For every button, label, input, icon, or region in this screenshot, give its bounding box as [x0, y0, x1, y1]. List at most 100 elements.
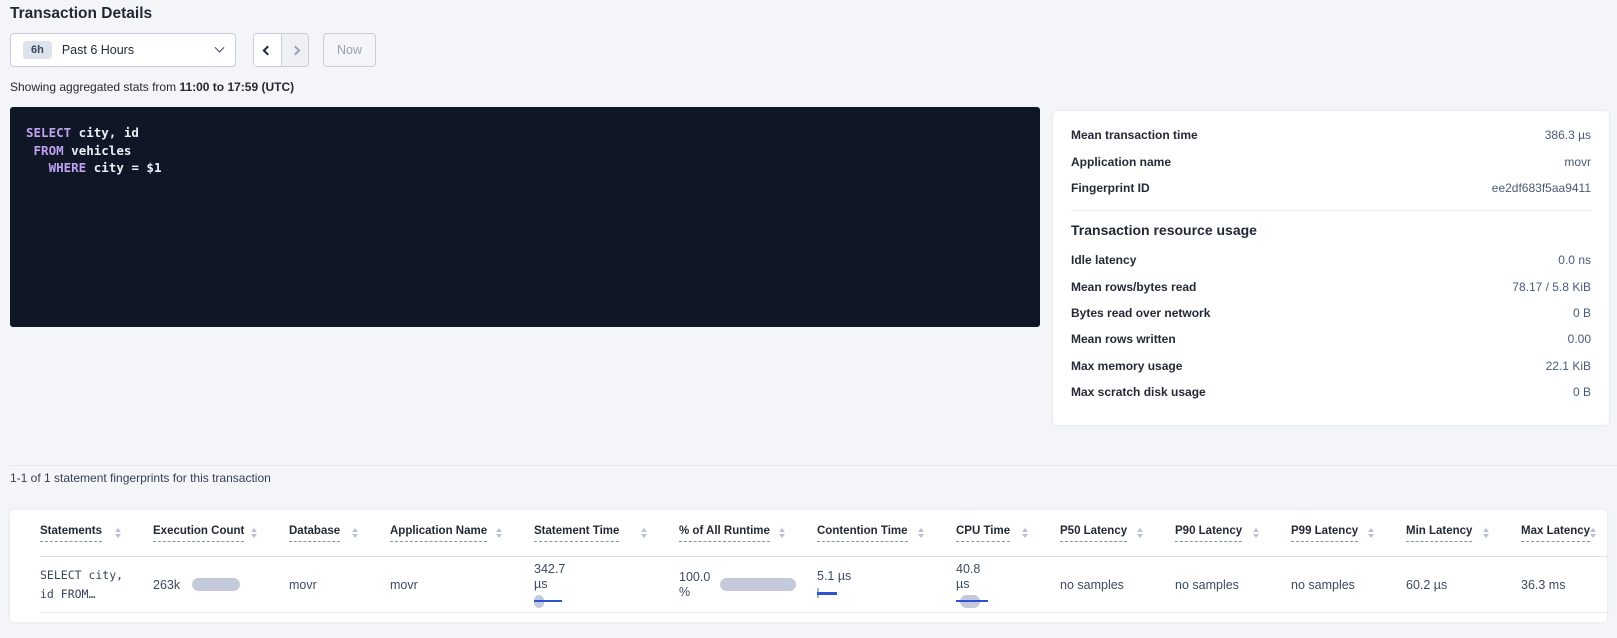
table-row: SELECT city, id FROM… 263k movr movr 342…	[40, 557, 1607, 613]
column-header-max-latency[interactable]: Max Latency	[1521, 525, 1617, 542]
column-header-pct-runtime[interactable]: % of All Runtime	[679, 525, 817, 542]
column-header-statement-time[interactable]: Statement Time	[534, 525, 679, 542]
sql-indent	[26, 160, 49, 175]
page-title: Transaction Details	[10, 5, 153, 22]
sql-text: city, id	[71, 125, 139, 140]
cell-pct-runtime: 100.0 %	[679, 570, 817, 600]
sort-icon[interactable]	[496, 527, 502, 539]
sort-icon[interactable]	[1253, 527, 1259, 539]
resource-value: 0.00	[1567, 332, 1591, 347]
chevron-left-icon	[262, 45, 273, 55]
resource-value: 0 B	[1572, 305, 1591, 320]
resource-label: Bytes read over network	[1071, 305, 1211, 320]
resource-label: Max memory usage	[1071, 358, 1183, 373]
resource-value: 78.17 / 5.8 KiB	[1512, 279, 1591, 294]
transaction-summary-card: Mean transaction time 386.3 µs Applicati…	[1053, 111, 1609, 425]
now-button[interactable]: Now	[323, 33, 377, 67]
sort-icon[interactable]	[1368, 527, 1374, 539]
resource-value: 0 B	[1572, 384, 1591, 399]
time-controls: 6h Past 6 Hours Now	[10, 33, 377, 67]
cell-cpu-time: 40.8 µs	[956, 562, 1060, 608]
cell-database: movr	[289, 577, 317, 592]
cell-application-name: movr	[390, 577, 418, 592]
summary-value: 386.3 µs	[1544, 128, 1591, 143]
resource-row: Bytes read over network 0 B	[1071, 300, 1591, 326]
sql-line: SELECT city, id	[26, 124, 1024, 142]
sql-keyword: WHERE	[48, 160, 87, 175]
resource-label: Mean rows written	[1071, 332, 1176, 347]
column-header-contention-time[interactable]: Contention Time	[817, 525, 956, 542]
previous-interval-button[interactable]	[254, 34, 281, 66]
time-step-buttons	[253, 33, 309, 67]
sort-icon[interactable]	[1022, 527, 1028, 539]
card-divider	[1071, 210, 1591, 212]
cell-p90-latency: no samples	[1175, 577, 1239, 592]
resource-label: Mean rows/bytes read	[1071, 279, 1197, 294]
aggregated-stats-caption: Showing aggregated stats from 11:00 to 1…	[10, 80, 294, 94]
time-range-badge: 6h	[23, 41, 52, 59]
next-interval-button[interactable]	[281, 34, 308, 66]
cell-contention-time: 5.1 µs	[817, 569, 956, 600]
cell-max-latency: 36.3 ms	[1521, 577, 1566, 592]
resource-label: Idle latency	[1071, 253, 1137, 268]
sort-icon[interactable]	[779, 527, 785, 539]
summary-label: Fingerprint ID	[1071, 180, 1150, 195]
column-header-application-name[interactable]: Application Name	[390, 525, 534, 542]
sql-line: FROM vehicles	[26, 142, 1024, 160]
contention-time-bar	[817, 587, 861, 600]
sort-icon[interactable]	[352, 527, 358, 539]
sort-icon[interactable]	[918, 527, 924, 539]
summary-row: Fingerprint ID ee2df683f5aa9411	[1071, 175, 1591, 201]
sort-icon[interactable]	[1590, 527, 1597, 539]
resource-row: Max scratch disk usage 0 B	[1071, 379, 1591, 405]
cell-min-latency: 60.2 µs	[1406, 577, 1448, 592]
sort-icon[interactable]	[1137, 527, 1143, 539]
resource-row: Mean rows/bytes read 78.17 / 5.8 KiB	[1071, 273, 1591, 299]
column-header-database[interactable]: Database	[289, 525, 390, 542]
summary-label: Application name	[1071, 154, 1172, 169]
column-header-p99-latency[interactable]: P99 Latency	[1291, 525, 1406, 542]
chevron-right-icon	[290, 45, 300, 55]
sql-statement-box: SELECT city, id FROM vehicles WHERE city…	[10, 107, 1040, 327]
summary-value: movr	[1564, 154, 1591, 169]
sql-keyword: SELECT	[26, 125, 72, 140]
chevron-down-icon	[214, 42, 225, 53]
time-range-dropdown[interactable]: 6h Past 6 Hours	[10, 33, 236, 67]
column-header-p50-latency[interactable]: P50 Latency	[1060, 525, 1175, 542]
column-header-min-latency[interactable]: Min Latency	[1406, 525, 1521, 542]
statement-link: SELECT city, id FROM…	[40, 567, 124, 601]
summary-value: ee2df683f5aa9411	[1491, 180, 1591, 195]
column-header-execution-count[interactable]: Execution Count	[153, 525, 289, 542]
section-divider	[10, 465, 1617, 466]
sort-icon[interactable]	[1483, 527, 1489, 539]
cell-p99-latency: no samples	[1291, 577, 1355, 592]
cell-statement[interactable]: SELECT city, id FROM…	[40, 566, 153, 604]
resource-row: Idle latency 0.0 ns	[1071, 247, 1591, 273]
sql-line: WHERE city = $1	[26, 159, 1024, 177]
column-header-statements[interactable]: Statements	[40, 525, 153, 542]
sql-keyword: FROM	[33, 142, 64, 158]
execution-count-bar	[192, 578, 241, 591]
resource-row: Mean rows written 0.00	[1071, 326, 1591, 352]
resource-row: Max memory usage 22.1 KiB	[1071, 352, 1591, 378]
column-header-p90-latency[interactable]: P90 Latency	[1175, 525, 1291, 542]
cell-execution-count: 263k	[153, 578, 289, 592]
pct-runtime-bar	[720, 578, 797, 591]
cell-statement-time: 342.7 µs	[534, 562, 679, 608]
statements-table: Statements Execution Count Database Appl…	[10, 510, 1607, 622]
resource-usage-title: Transaction resource usage	[1071, 222, 1257, 239]
resource-label: Max scratch disk usage	[1071, 384, 1206, 399]
summary-row: Application name movr	[1071, 148, 1591, 174]
resource-value: 22.1 KiB	[1545, 358, 1591, 373]
cpu-time-bar	[956, 594, 1000, 608]
table-header-row: Statements Execution Count Database Appl…	[40, 510, 1607, 557]
resource-value: 0.0 ns	[1558, 253, 1591, 268]
column-header-cpu-time[interactable]: CPU Time	[956, 525, 1060, 542]
sort-icon[interactable]	[641, 527, 647, 539]
cell-p50-latency: no samples	[1060, 577, 1124, 592]
sort-icon[interactable]	[115, 527, 121, 539]
statement-count-caption: 1-1 of 1 statement fingerprints for this…	[10, 471, 271, 485]
sql-text: city = $1	[86, 160, 162, 175]
resource-rows: Idle latency 0.0 ns Mean rows/bytes read…	[1071, 247, 1591, 405]
sort-icon[interactable]	[251, 527, 257, 539]
